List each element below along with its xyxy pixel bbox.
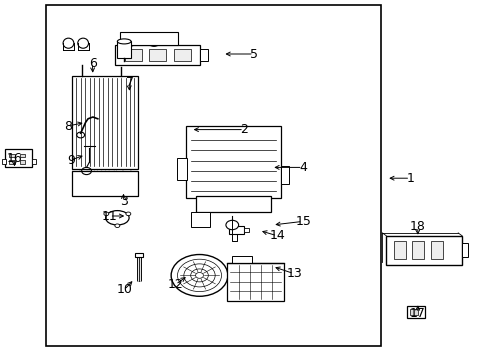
Bar: [227, 263, 283, 301]
Bar: [20, 154, 25, 157]
Text: 14: 14: [269, 229, 285, 242]
Bar: [124, 49, 142, 61]
Text: 2: 2: [240, 123, 248, 136]
Bar: [115, 45, 200, 65]
Bar: [386, 236, 461, 265]
Ellipse shape: [117, 39, 131, 44]
Circle shape: [225, 220, 238, 230]
Text: 15: 15: [295, 215, 310, 228]
Bar: [9, 154, 15, 157]
Circle shape: [148, 38, 160, 46]
Bar: [228, 226, 244, 234]
Circle shape: [126, 212, 131, 216]
Bar: [117, 41, 131, 58]
Bar: [232, 256, 251, 263]
Text: 18: 18: [409, 220, 425, 233]
Bar: [173, 49, 190, 61]
Text: 16: 16: [7, 152, 22, 165]
Ellipse shape: [63, 38, 74, 48]
Text: 5: 5: [250, 48, 258, 60]
Bar: [72, 171, 138, 196]
Bar: [32, 159, 36, 164]
Bar: [185, 126, 281, 198]
Bar: [72, 76, 138, 169]
Text: 1: 1: [406, 172, 414, 185]
Circle shape: [115, 224, 120, 228]
Circle shape: [123, 38, 135, 46]
Text: 6: 6: [89, 57, 97, 69]
Bar: [177, 158, 186, 180]
Bar: [5, 149, 32, 167]
Text: 17: 17: [409, 307, 425, 320]
Ellipse shape: [78, 38, 88, 48]
Text: 12: 12: [168, 278, 183, 291]
Text: 11: 11: [102, 210, 118, 222]
Text: 10: 10: [117, 283, 132, 296]
Bar: [2, 159, 6, 164]
Circle shape: [103, 212, 108, 216]
Bar: [135, 253, 143, 257]
Bar: [120, 32, 178, 45]
Bar: [149, 49, 166, 61]
Bar: [461, 243, 467, 257]
Bar: [393, 241, 405, 259]
Circle shape: [171, 255, 227, 296]
Text: 4: 4: [299, 161, 306, 174]
Bar: [409, 309, 417, 315]
Bar: [20, 160, 25, 164]
Bar: [406, 306, 425, 318]
Bar: [9, 160, 15, 164]
Bar: [430, 241, 442, 259]
Bar: [411, 241, 424, 259]
Bar: [190, 212, 210, 227]
Text: 7: 7: [125, 76, 133, 89]
Bar: [46, 5, 381, 346]
Ellipse shape: [105, 211, 129, 225]
Text: 3: 3: [120, 195, 127, 208]
Text: 13: 13: [286, 267, 302, 280]
Text: 8: 8: [64, 120, 72, 132]
Bar: [195, 196, 271, 212]
Bar: [200, 49, 207, 61]
Text: 9: 9: [67, 154, 75, 167]
Bar: [244, 228, 249, 232]
Bar: [281, 166, 288, 184]
